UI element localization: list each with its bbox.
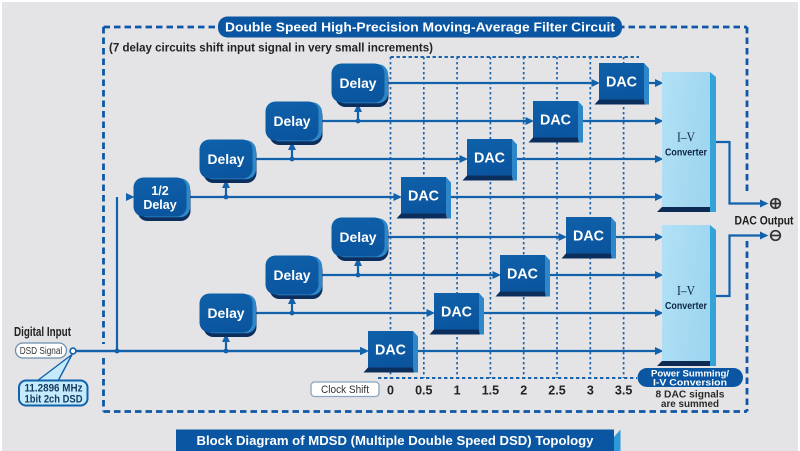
svg-text:8 DAC signals: 8 DAC signals (656, 389, 725, 401)
svg-text:0: 0 (387, 384, 394, 398)
svg-text:Converter: Converter (665, 301, 707, 312)
svg-text:I–V: I–V (677, 131, 695, 146)
svg-text:Block Diagram of MDSD (Multipl: Block Diagram of MDSD (Multiple Double S… (197, 433, 595, 448)
svg-text:DAC: DAC (606, 74, 637, 91)
svg-text:I-V Conversion: I-V Conversion (653, 378, 727, 389)
svg-text:DAC: DAC (573, 228, 604, 245)
svg-text:Delay: Delay (208, 306, 245, 321)
svg-text:Delay: Delay (143, 198, 176, 212)
svg-text:1/2: 1/2 (151, 184, 168, 198)
svg-text:DAC: DAC (507, 266, 538, 283)
svg-text:3.5: 3.5 (615, 384, 632, 398)
svg-text:DAC: DAC (474, 150, 505, 167)
svg-text:1bit 2ch DSD: 1bit 2ch DSD (25, 394, 83, 406)
svg-text:2: 2 (520, 384, 527, 398)
svg-text:DAC: DAC (375, 342, 406, 359)
svg-text:Converter: Converter (665, 148, 707, 159)
svg-text:2.5: 2.5 (548, 384, 565, 398)
svg-text:DAC: DAC (540, 112, 571, 129)
svg-text:0.5: 0.5 (415, 384, 432, 398)
svg-text:11.2896 MHz: 11.2896 MHz (25, 383, 83, 395)
svg-text:Delay: Delay (340, 76, 377, 91)
svg-text:(7 delay circuits shift input: (7 delay circuits shift input signal in … (109, 43, 433, 55)
svg-text:DSD Signal: DSD Signal (20, 346, 63, 357)
svg-text:I–V: I–V (677, 284, 695, 299)
svg-text:Double Speed High-Precision Mo: Double Speed High-Precision Moving-Avera… (225, 20, 616, 35)
svg-text:Delay: Delay (208, 152, 245, 167)
svg-text:Delay: Delay (274, 268, 311, 283)
svg-text:DAC Output: DAC Output (735, 214, 794, 228)
svg-text:DAC: DAC (441, 304, 472, 321)
svg-text:1: 1 (454, 384, 461, 398)
svg-text:Delay: Delay (274, 114, 311, 129)
svg-text:Clock Shift: Clock Shift (321, 384, 369, 396)
svg-text:Digital Input: Digital Input (14, 325, 72, 339)
svg-text:3: 3 (587, 384, 594, 398)
svg-text:Delay: Delay (340, 230, 377, 245)
svg-text:1.5: 1.5 (482, 384, 499, 398)
svg-text:Power Summing/: Power Summing/ (651, 369, 729, 380)
svg-text:DAC: DAC (408, 188, 439, 205)
svg-text:are summed: are summed (661, 398, 719, 410)
